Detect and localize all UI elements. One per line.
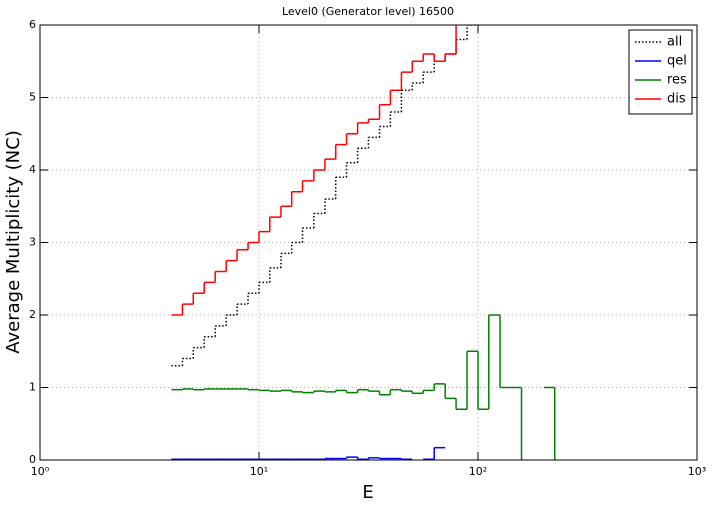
legend-box bbox=[628, 29, 693, 115]
legend-label: res bbox=[667, 73, 687, 88]
y-tick-label: 1 bbox=[29, 381, 36, 394]
y-tick-label: 3 bbox=[29, 236, 36, 249]
legend-label: qel bbox=[667, 54, 687, 69]
y-tick-label: 4 bbox=[29, 163, 36, 176]
legend-label: dis bbox=[667, 92, 686, 107]
x-axis-label: E bbox=[362, 482, 373, 503]
legend: all qel res dis bbox=[628, 29, 693, 115]
y-tick-label: 6 bbox=[29, 18, 36, 31]
legend-label: all bbox=[667, 35, 682, 50]
x-tick-label: 10³ bbox=[688, 465, 706, 478]
series-layer bbox=[171, 25, 556, 460]
y-tick-label: 2 bbox=[29, 308, 36, 321]
y-tick-label: 5 bbox=[29, 91, 36, 104]
x-tick-label: 10⁰ bbox=[31, 465, 50, 478]
ticks: 10⁰ 10¹ 10² 10³ 0 1 2 3 4 5 6 bbox=[29, 18, 706, 478]
x-tick-label: 10² bbox=[469, 465, 487, 478]
x-tick-label: 10¹ bbox=[250, 465, 268, 478]
y-axis-label: Average Multiplicity (NC) bbox=[3, 130, 24, 353]
chart-title: Level0 (Generator level) 16500 bbox=[282, 5, 454, 18]
y-tick-label: 0 bbox=[29, 453, 36, 466]
